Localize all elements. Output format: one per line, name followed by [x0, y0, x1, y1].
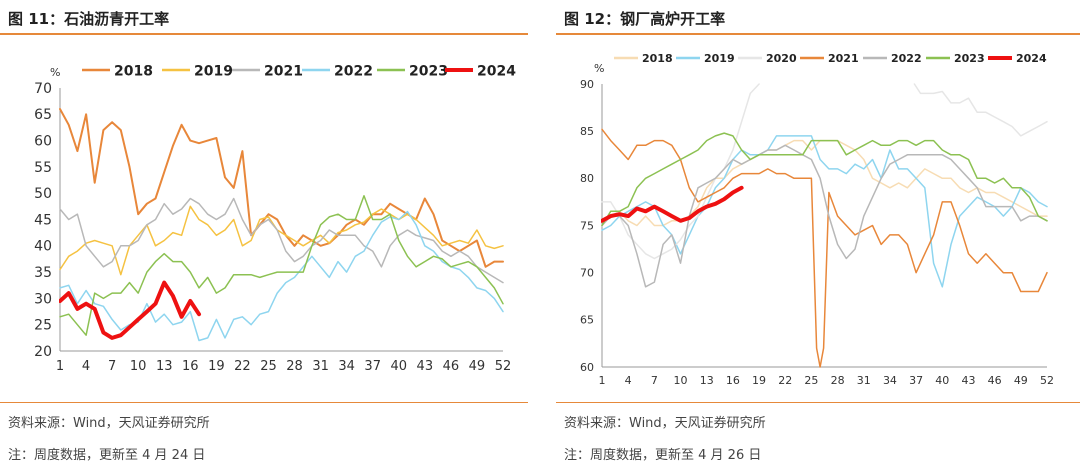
series-line-2023 [59, 195, 504, 336]
y-tick-label: 90 [580, 78, 594, 91]
y-tick-label: 70 [34, 81, 52, 97]
x-tick-label: 16 [726, 374, 740, 386]
y-tick-label: 35 [34, 265, 52, 281]
legend-label: 2019 [704, 52, 735, 65]
chart-blast-furnace: 60 65 70 75 80 85 90 1 4 7 10 13 16 19 22 25 28 31 34 37 40 4… [580, 52, 1054, 386]
y-tick-label: 50 [34, 186, 52, 202]
y-tick-label: 25 [34, 318, 52, 334]
panel-title: 图 11：石油沥青开工率 [8, 10, 170, 28]
series-line-2018 [59, 108, 504, 268]
x-tick-label: 46 [988, 374, 1002, 386]
y-tick-label: 80 [580, 172, 594, 185]
x-tick-label: 28 [286, 359, 303, 374]
x-tick-label: 40 [935, 374, 949, 386]
y-tick-label: 45 [34, 212, 52, 228]
legend-label: 2024 [1016, 52, 1047, 65]
x-tick-label: 7 [108, 359, 116, 374]
x-tick-label: 10 [130, 359, 147, 374]
x-tick-label: 7 [651, 374, 658, 386]
y-tick-label: 20 [34, 344, 52, 360]
y-tick-label: 60 [580, 361, 594, 374]
panel-blast-furnace: 图 12：钢厂高炉开工率 60 65 70 75 80 85 90 1 4 7 10 13 16 19 22… [556, 0, 1080, 467]
legend-label: 2022 [334, 63, 373, 79]
footer-rule [0, 402, 528, 403]
x-tick-label: 1 [56, 359, 64, 374]
note-text: 注：周度数据，更新至 4 月 26 日 [564, 448, 762, 463]
x-tick-label: 25 [260, 359, 277, 374]
x-tick-label: 43 [961, 374, 975, 386]
source-text: 资料来源：Wind，天风证券研究所 [564, 416, 766, 431]
series-line-2021 [59, 197, 504, 284]
panel-title: 图 12：钢厂高炉开工率 [564, 10, 726, 28]
y-tick-label: 55 [34, 160, 52, 176]
y-unit-label: % [594, 62, 604, 75]
y-tick-label: 65 [34, 107, 52, 123]
x-tick-label: 34 [883, 374, 897, 386]
series-line-2020 [601, 83, 760, 260]
series-line-2022 [59, 210, 504, 342]
y-tick-label: 70 [580, 267, 594, 280]
footer-rule [556, 402, 1080, 403]
series-line-2024 [59, 280, 201, 340]
y-tick-label: 60 [34, 134, 52, 150]
series-line-2020b [913, 83, 1048, 137]
x-tick-label: 10 [674, 374, 688, 386]
x-tick-label: 13 [700, 374, 714, 386]
x-tick-label: 31 [312, 359, 329, 374]
legend-label: 2021 [828, 52, 859, 65]
note-text: 注：周度数据，更新至 4 月 24 日 [8, 448, 206, 463]
x-tick-label: 46 [443, 359, 460, 374]
x-tick-label: 1 [599, 374, 606, 386]
x-tick-label: 37 [364, 359, 381, 374]
x-tick-label: 4 [82, 359, 90, 374]
chart-asphalt: 20 25 30 35 40 45 50 55 60 65 70 1 4 7 10 13 16 19 22 25 28 3… [34, 63, 516, 374]
panel-asphalt: 图 11：石油沥青开工率 20 25 30 35 40 45 50 55 60 65 70 1 4 7 10… [0, 0, 528, 467]
series-line-2019 [59, 205, 504, 276]
x-tick-label: 31 [857, 374, 871, 386]
legend-label: 2022 [891, 52, 922, 65]
x-tick-label: 4 [625, 374, 632, 386]
series-line-2023 [601, 132, 1048, 227]
y-unit-label: % [50, 66, 60, 79]
legend-label: 2018 [642, 52, 673, 65]
legend-label: 2020 [766, 52, 797, 65]
series-line-2024 [601, 185, 744, 223]
x-tick-label: 49 [469, 359, 486, 374]
y-tick-label: 40 [34, 239, 52, 255]
x-tick-label: 25 [804, 374, 818, 386]
x-tick-label: 19 [208, 359, 225, 374]
x-tick-label: 43 [417, 359, 434, 374]
series-line-2022 [601, 144, 1048, 288]
legend-label: 2021 [264, 63, 303, 79]
x-tick-label: 40 [390, 359, 407, 374]
y-tick-label: 75 [580, 219, 594, 232]
x-tick-label: 37 [909, 374, 923, 386]
x-tick-label: 28 [831, 374, 845, 386]
x-tick-label: 52 [495, 359, 512, 374]
legend-label: 2023 [409, 63, 448, 79]
x-tick-label: 22 [234, 359, 251, 374]
x-tick-label: 13 [156, 359, 173, 374]
series-line-2021 [601, 128, 1048, 368]
x-tick-label: 52 [1040, 374, 1054, 386]
x-tick-label: 19 [752, 374, 766, 386]
y-tick-label: 30 [34, 291, 52, 307]
title-rule [0, 33, 528, 35]
legend-label: 2023 [954, 52, 985, 65]
source-text: 资料来源：Wind，天风证券研究所 [8, 416, 210, 431]
x-tick-label: 49 [1014, 374, 1028, 386]
series-line-2019 [601, 135, 1048, 288]
y-tick-label: 65 [580, 314, 594, 327]
legend-label: 2019 [194, 63, 233, 79]
x-tick-label: 22 [778, 374, 792, 386]
y-tick-label: 85 [580, 125, 594, 138]
legend-label: 2018 [114, 63, 153, 79]
x-tick-label: 16 [182, 359, 199, 374]
x-tick-label: 34 [338, 359, 355, 374]
legend-label: 2024 [477, 63, 516, 79]
title-rule [556, 33, 1080, 35]
